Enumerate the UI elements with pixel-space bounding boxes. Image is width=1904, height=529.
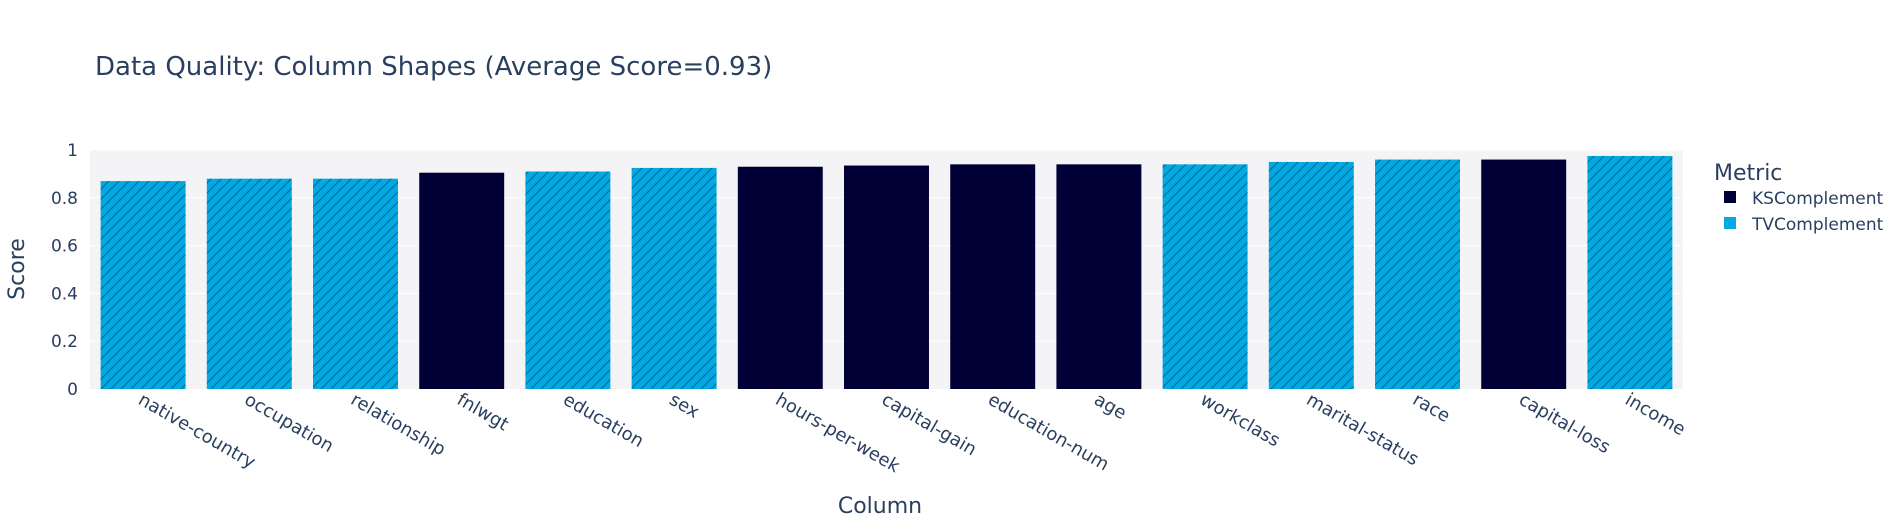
bar-capital-gain[interactable] (844, 165, 929, 389)
x-tick-label: occupation (241, 389, 337, 457)
x-axis-label: Column (838, 494, 922, 519)
y-tick-label: 0.2 (51, 332, 78, 352)
bar-education-num[interactable] (950, 164, 1036, 389)
x-tick-label: workclass (1197, 389, 1284, 451)
x-tick-label: capital-gain (878, 389, 980, 460)
x-tick-label: relationship (347, 389, 449, 460)
y-tick-label: 0 (67, 380, 78, 400)
legend-item-tvcomplement[interactable]: TVComplement (1724, 215, 1884, 235)
bar-marital-status[interactable] (1268, 161, 1354, 389)
x-tick-label: education (559, 389, 647, 452)
x-tick-label: marital-status (1303, 389, 1422, 470)
x-tick-label: sex (666, 389, 703, 423)
bar-sex[interactable] (631, 167, 717, 389)
bar-income[interactable] (1587, 155, 1673, 389)
legend: Metric KSComplement TVComplement (1714, 161, 1884, 235)
legend-label-kscomplement: KSComplement (1752, 189, 1884, 209)
bar-series (100, 155, 1673, 389)
x-tick-label: fnlwgt (453, 389, 512, 435)
legend-label-tvcomplement: TVComplement (1751, 215, 1884, 235)
y-axis-ticks: 0 0.2 0.4 0.6 0.8 1 (51, 141, 78, 400)
bar-relationship[interactable] (313, 178, 398, 389)
bar-capital-loss[interactable] (1481, 159, 1567, 389)
y-tick-label: 1 (67, 141, 78, 161)
legend-item-kscomplement[interactable]: KSComplement (1724, 189, 1884, 209)
bar-native-country[interactable] (100, 181, 186, 389)
bar-fnlwgt[interactable] (419, 172, 505, 389)
chart-title: Data Quality: Column Shapes (Average Sco… (95, 52, 772, 82)
x-tick-label: native-country (135, 389, 260, 473)
bar-workclass[interactable] (1162, 164, 1248, 389)
y-tick-label: 0.6 (51, 237, 78, 257)
y-tick-label: 0.4 (51, 284, 78, 304)
x-tick-label: race (1409, 389, 1454, 427)
x-tick-label: capital-loss (1515, 389, 1614, 458)
legend-swatch-tvcomplement (1724, 217, 1736, 229)
bar-age[interactable] (1056, 164, 1142, 389)
legend-title: Metric (1714, 161, 1782, 186)
bar-race[interactable] (1375, 159, 1460, 389)
legend-swatch-kscomplement (1724, 191, 1736, 203)
bar-hours-per-week[interactable] (737, 166, 823, 389)
bar-education[interactable] (525, 171, 611, 389)
x-tick-label: age (1090, 389, 1130, 424)
y-axis-label: Score (5, 238, 30, 300)
bar-occupation[interactable] (206, 178, 292, 389)
x-tick-label: income (1621, 389, 1689, 440)
y-tick-label: 0.8 (51, 189, 78, 209)
